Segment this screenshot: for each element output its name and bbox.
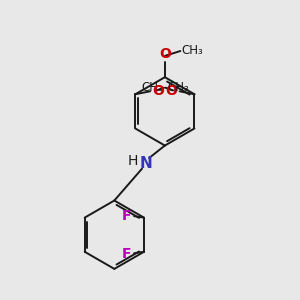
Text: O: O [152, 84, 164, 98]
Text: O: O [165, 84, 177, 98]
Text: F: F [122, 208, 131, 223]
Text: CH₃: CH₃ [167, 81, 189, 94]
Text: F: F [122, 247, 131, 261]
Text: H: H [128, 154, 138, 168]
Text: CH₃: CH₃ [182, 44, 204, 57]
Text: CH₃: CH₃ [141, 81, 163, 94]
Text: N: N [139, 156, 152, 171]
Text: O: O [159, 47, 171, 61]
